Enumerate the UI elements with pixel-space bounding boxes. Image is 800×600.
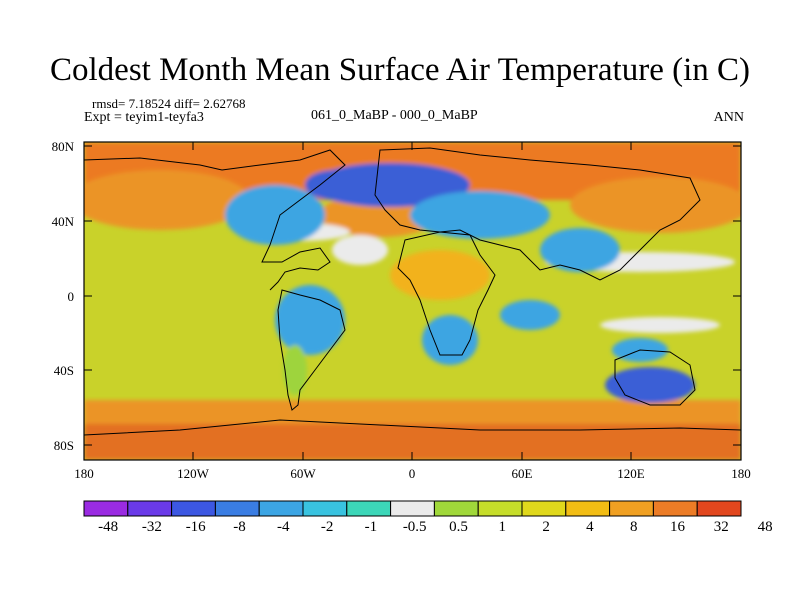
colorbar-label: -4 <box>277 519 290 535</box>
colorbar-swatch <box>433 500 479 517</box>
colorbar-swatch <box>565 500 611 517</box>
africa-coast <box>397 231 496 356</box>
lat-label-80s: 80S <box>53 438 74 453</box>
greenland-cold-zone <box>305 170 365 200</box>
colorbar-label: 1 <box>498 519 507 535</box>
asia-cool-zone <box>410 191 550 239</box>
north-africa-warm-zone <box>390 250 490 300</box>
colorbar-swatch <box>609 500 654 517</box>
lon-label-60w: 60W <box>290 466 316 481</box>
lon-label-0: 0 <box>408 466 416 481</box>
lat-label-80n: 80N <box>51 139 74 154</box>
south-pacific-pale-belt <box>600 317 720 333</box>
colorbar-swatch <box>214 500 260 517</box>
colorbar-swatch <box>83 500 129 517</box>
lon-label-120w: 120W <box>177 466 209 481</box>
south-america-cool-zone <box>275 285 345 355</box>
colorbar-swatch <box>171 500 216 517</box>
colorbar-label: 32 <box>713 519 729 535</box>
colorbar-swatch <box>521 500 567 517</box>
antarctica-coast <box>83 419 742 436</box>
colorbar-label: 48 <box>757 519 773 535</box>
season-label: ANN <box>713 110 744 125</box>
colorbar-label: -8 <box>233 519 246 535</box>
colorbar-label: 8 <box>629 519 638 535</box>
lon-label-120e: 120E <box>617 466 645 481</box>
south-america-south-green <box>283 345 307 395</box>
colorbar-label: 16 <box>669 519 685 535</box>
map-title: Coldest Month Mean Surface Air Temperatu… <box>50 52 750 88</box>
east-asia-cool-zone <box>540 228 620 272</box>
map-field <box>84 142 741 460</box>
southern-ocean-warm-band <box>84 400 741 426</box>
colorbar-swatch <box>302 500 348 517</box>
colorbar-label: 4 <box>586 519 594 535</box>
australia-cold-zone <box>605 367 695 403</box>
central-africa-cool-zone <box>422 315 478 365</box>
indian-ocean-cool-zone <box>500 300 560 330</box>
coastlines <box>83 147 742 436</box>
colorbar-swatch <box>346 500 392 517</box>
colorbar-label: -0.5 <box>402 519 427 535</box>
lon-label-180e: 180 <box>731 466 751 481</box>
colorbar-label: -48 <box>98 519 119 535</box>
arctic-coast <box>83 157 223 171</box>
colorbar-label: -1 <box>364 519 378 535</box>
north-pacific-west-warm-zone <box>570 177 741 233</box>
lat-label-40s: 40S <box>53 363 74 378</box>
eurasia-coast <box>374 147 701 281</box>
axis-ticks <box>83 142 742 460</box>
colorbar-label: -2 <box>320 519 334 535</box>
rmsd-diff-stats: rmsd= 7.18524 diff= 2.62768 <box>92 96 246 111</box>
colorbar-swatch <box>390 500 435 517</box>
colorbar-label: 2 <box>542 519 550 535</box>
colorbar-swatch <box>127 500 173 517</box>
australia-coast <box>614 349 696 406</box>
experiment-label: Expt = teyim1-teyfa3 <box>84 110 204 125</box>
colorbar-label: 0.5 <box>449 519 468 535</box>
colorbar-swatch <box>696 500 742 517</box>
colorbar-swatch <box>258 500 304 517</box>
north-pacific-warm-zone <box>84 170 250 230</box>
south-america-coast <box>277 289 346 411</box>
north-america-coast <box>221 149 346 291</box>
lat-label-40n: 40N <box>51 214 74 229</box>
north-america-cool-zone <box>225 185 325 245</box>
colorbar <box>83 500 742 517</box>
colorbar-label: -32 <box>141 519 162 535</box>
colorbar-swatch <box>477 500 523 517</box>
difference-label: 061_0_MaBP - 000_0_MaBP <box>311 108 478 123</box>
lon-label-180w: 180 <box>74 466 94 481</box>
lon-label-60e: 60E <box>511 466 533 481</box>
lat-label-0: 0 <box>67 289 75 304</box>
europe-pale-zone <box>332 235 388 265</box>
colorbar-label: -16 <box>185 519 206 535</box>
colorbar-swatch <box>652 500 698 517</box>
